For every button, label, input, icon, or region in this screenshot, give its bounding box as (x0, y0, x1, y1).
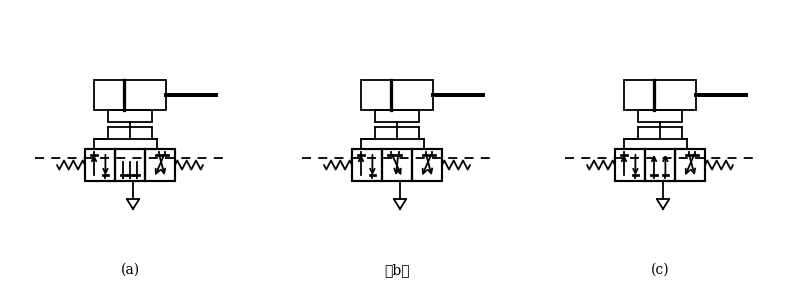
Bar (94, 80, 166, 110)
Bar (352, 149, 382, 181)
Bar (382, 149, 412, 181)
Text: (c): (c) (651, 263, 669, 277)
Bar (615, 149, 645, 181)
Bar (85, 149, 115, 181)
Bar (361, 80, 433, 110)
Bar (675, 149, 705, 181)
Text: (a): (a) (121, 263, 140, 277)
Bar (375, 110, 419, 122)
Bar (145, 149, 175, 181)
Bar (638, 110, 682, 122)
Text: （b）: （b） (384, 263, 410, 277)
Bar (412, 149, 442, 181)
Bar (624, 80, 696, 110)
Bar (645, 149, 675, 181)
Bar (108, 110, 152, 122)
Bar (115, 149, 145, 181)
